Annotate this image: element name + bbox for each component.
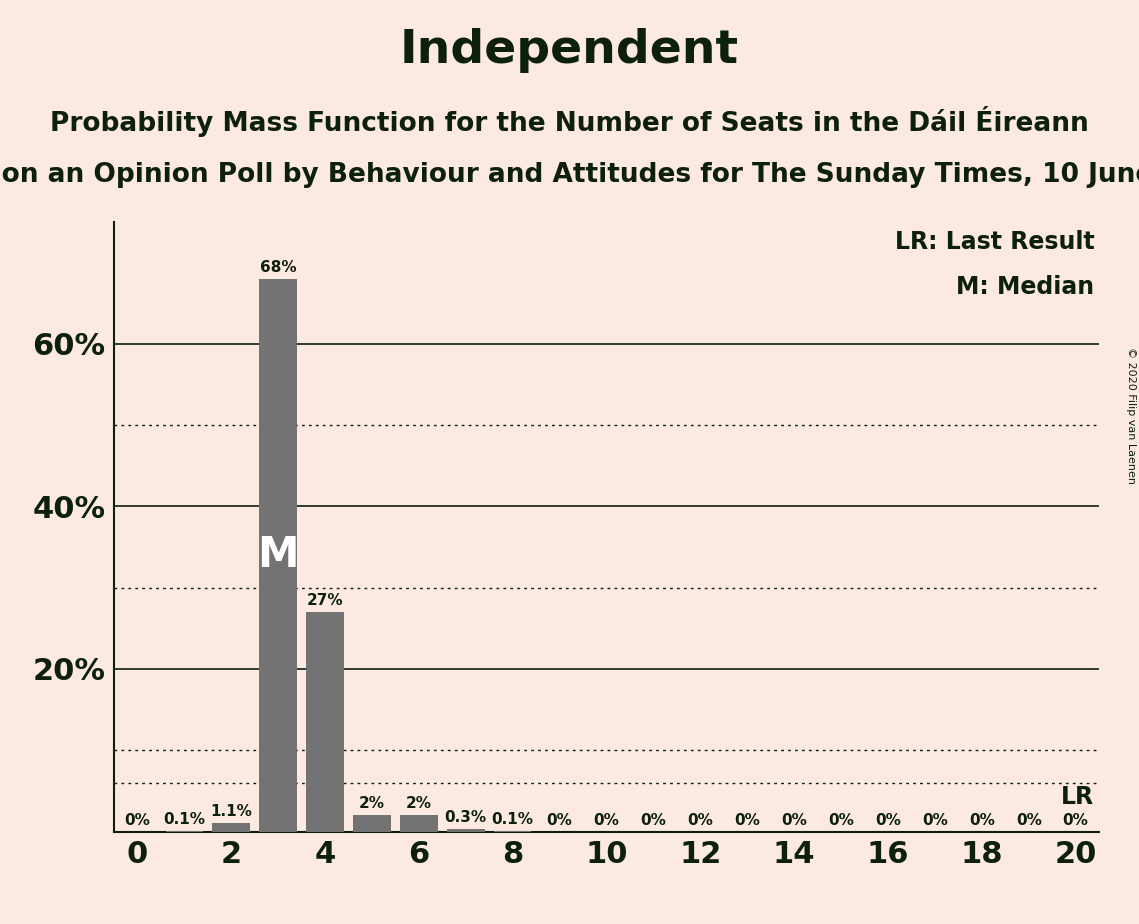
Text: 0.3%: 0.3%	[444, 810, 486, 825]
Text: 0%: 0%	[1063, 812, 1089, 828]
Text: 2%: 2%	[359, 796, 385, 811]
Bar	[212, 822, 249, 832]
Text: 0%: 0%	[828, 812, 854, 828]
Text: 0%: 0%	[875, 812, 901, 828]
Text: 1.1%: 1.1%	[211, 804, 252, 819]
Text: © 2020 Filip van Laenen: © 2020 Filip van Laenen	[1126, 347, 1136, 484]
Bar	[353, 815, 391, 832]
Text: 0.1%: 0.1%	[163, 811, 205, 827]
Bar	[446, 829, 484, 832]
Bar	[400, 815, 437, 832]
Text: LR: Last Result: LR: Last Result	[895, 230, 1095, 254]
Text: Based on an Opinion Poll by Behaviour and Attitudes for The Sunday Times, 10 Jun: Based on an Opinion Poll by Behaviour an…	[0, 162, 1139, 188]
Text: 0.1%: 0.1%	[492, 811, 534, 827]
Text: M: Median: M: Median	[957, 274, 1095, 298]
Text: 0%: 0%	[735, 812, 760, 828]
Bar	[260, 279, 297, 832]
Text: M: M	[257, 534, 298, 577]
Text: 0%: 0%	[1016, 812, 1042, 828]
Text: LR: LR	[1062, 785, 1095, 809]
Text: 0%: 0%	[640, 812, 666, 828]
Text: Independent: Independent	[400, 28, 739, 73]
Text: 0%: 0%	[781, 812, 808, 828]
Text: Probability Mass Function for the Number of Seats in the Dáil Éireann: Probability Mass Function for the Number…	[50, 106, 1089, 138]
Text: 0%: 0%	[921, 812, 948, 828]
Text: 2%: 2%	[405, 796, 432, 811]
Text: 0%: 0%	[969, 812, 994, 828]
Text: 0%: 0%	[124, 812, 150, 828]
Bar	[306, 612, 344, 832]
Text: 68%: 68%	[260, 260, 296, 274]
Text: 0%: 0%	[547, 812, 573, 828]
Text: 0%: 0%	[593, 812, 620, 828]
Text: 27%: 27%	[306, 593, 343, 608]
Text: 0%: 0%	[688, 812, 713, 828]
